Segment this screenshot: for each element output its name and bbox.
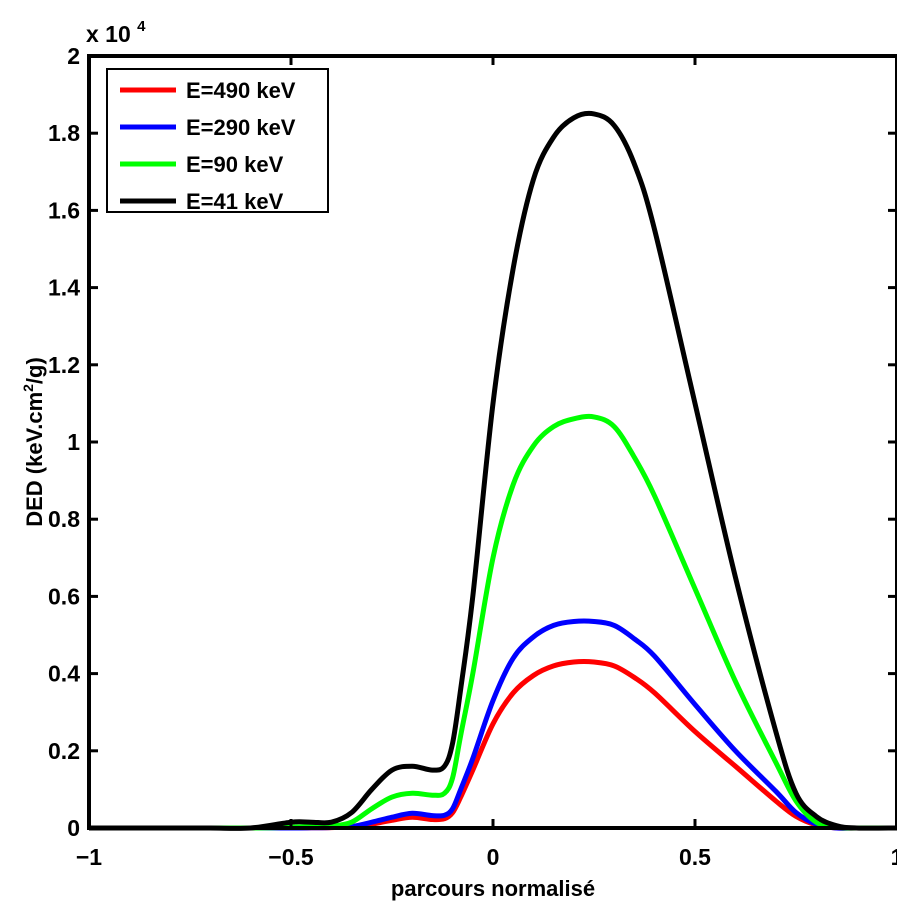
x-axis-label: parcours normalisé: [391, 876, 595, 901]
legend: E=490 keV E=290 keV E=90 keV E=41 keV: [106, 68, 329, 214]
y-axis-label: DED (keV.cm2/g): [20, 357, 47, 527]
y-multiplier-base: x 10: [86, 21, 131, 47]
x-tick-label: −1: [76, 844, 102, 870]
y-tick-label: 1.4: [48, 275, 80, 301]
legend-label-1: E=290 keV: [186, 115, 296, 140]
legend-label-2: E=90 keV: [186, 152, 284, 177]
legend-label-3: E=41 keV: [186, 189, 284, 214]
series-line-3: [88, 110, 897, 831]
y-tick-label: 1.8: [48, 120, 80, 146]
y-tick-label: 0.4: [48, 661, 80, 687]
legend-entries: E=490 keV E=290 keV E=90 keV E=41 keV: [120, 78, 296, 214]
y-axis-label-end: /g): [22, 357, 47, 384]
y-tick-label: 0.6: [48, 583, 80, 609]
y-axis-label-main: DED (keV.cm: [22, 392, 47, 527]
y-axis-label-sup: 2: [20, 384, 36, 392]
y-tick-label: 0.2: [48, 738, 80, 764]
plot-frame: [87, 54, 897, 830]
y-multiplier: x 10 4: [86, 18, 146, 47]
y-tick-label: 1.2: [48, 352, 80, 378]
legend-box: [106, 68, 329, 213]
x-tick-label: −0.5: [268, 844, 314, 870]
y-tick-label: 1.6: [48, 197, 80, 223]
legend-label-0: E=490 keV: [186, 78, 296, 103]
x-tick-label: 0.5: [679, 844, 711, 870]
y-tick-label: 2: [67, 43, 80, 69]
x-tick-label: 0: [487, 844, 500, 870]
x-tick-label: 1: [891, 844, 897, 870]
y-tick-label: 0: [67, 815, 80, 841]
y-tick-label: 0.8: [48, 506, 80, 532]
y-tick-label: 1: [67, 429, 80, 455]
y-multiplier-exponent: 4: [137, 18, 146, 35]
